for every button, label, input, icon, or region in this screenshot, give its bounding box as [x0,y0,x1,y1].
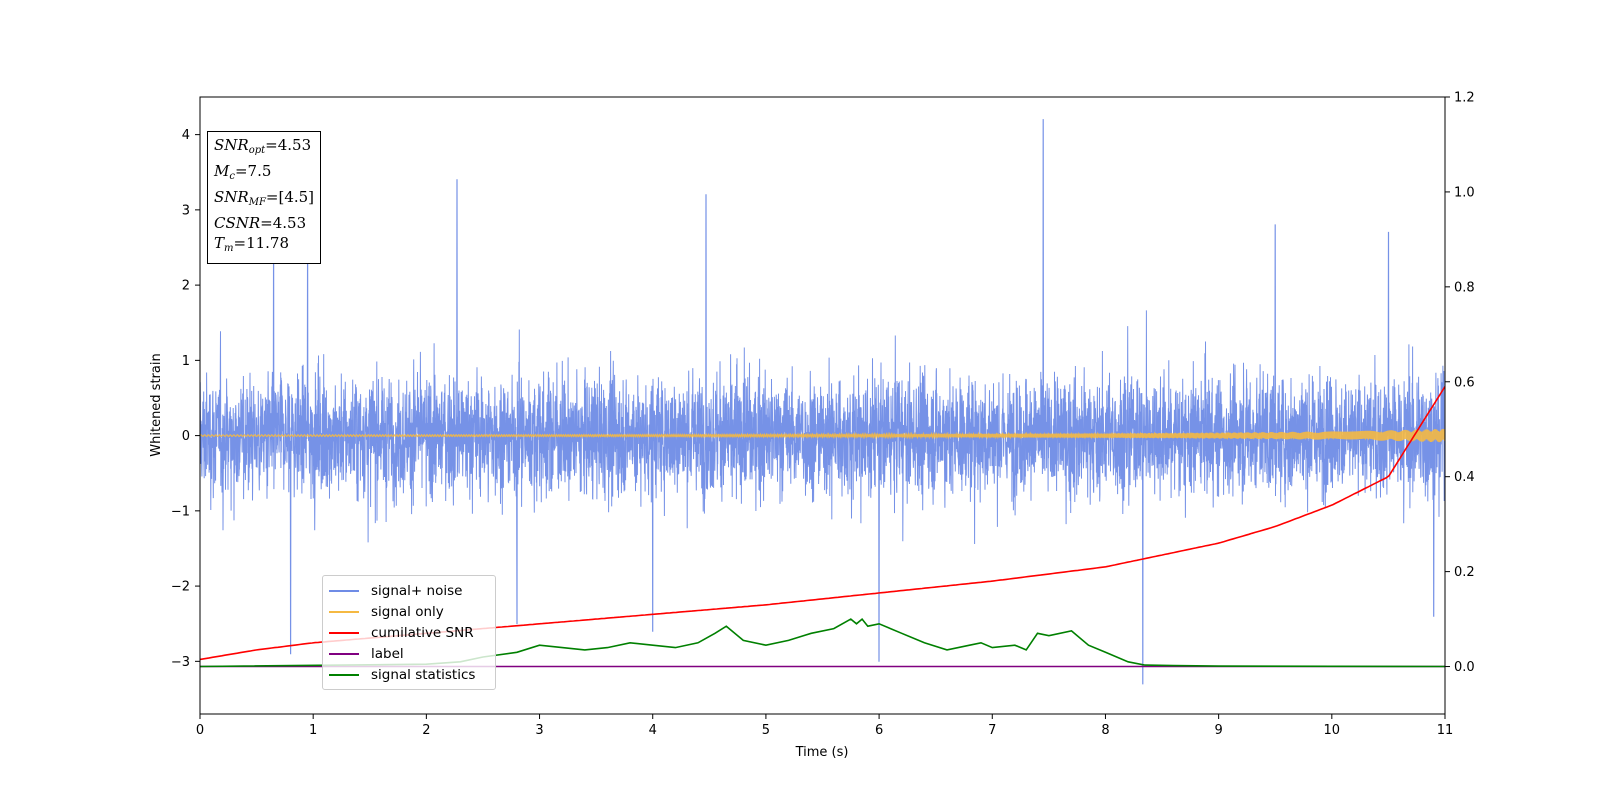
y-axis-ticks: −3 −2 −1 0 1 2 3 4 [171,128,200,670]
signal-noise-series [200,119,1445,685]
y2-tick-label: 0.8 [1454,280,1475,295]
y-tick-label: −1 [171,504,190,519]
csnr-line: CSNR=4.53 [214,214,307,232]
y2-tick-label: 0.6 [1454,375,1475,390]
x-tick-label: 10 [1324,723,1341,738]
snr-mf-line: SNRMF=[4.5] [214,188,315,208]
y-tick-label: −3 [171,655,190,670]
legend-item-cumulative-snr: cumilative SNR [329,622,489,643]
y-axis-label: Whitened strain [149,353,164,456]
y-tick-label: 1 [182,354,190,369]
x-tick-label: 4 [649,723,657,738]
x-tick-label: 8 [1101,723,1109,738]
y-tick-label: −2 [171,580,190,595]
legend: signal+ noise signal only cumilative SNR… [322,575,496,690]
signal-only-series [200,428,1445,443]
x-tick-label: 1 [309,723,317,738]
y2-tick-label: 1.2 [1454,91,1475,106]
y-tick-label: 0 [182,429,190,444]
legend-item-signal-only: signal only [329,601,489,622]
merger-time-line: Tm=11.78 [214,234,290,254]
plot-frame [199,96,1446,715]
parameter-annotation-box: SNRopt=4.53 Mc=7.5 SNRMF=[4.5] CSNR=4.53… [207,131,322,264]
y2-tick-label: 1.0 [1454,185,1475,200]
y2-axis-ticks: 0.0 0.2 0.4 0.6 0.8 1.0 1.2 [1445,91,1475,675]
y2-tick-label: 0.2 [1454,565,1475,580]
y2-tick-label: 0.0 [1454,660,1475,675]
legend-item-signal-noise: signal+ noise [329,580,489,601]
signal-only-line [200,428,1445,443]
x-tick-label: 5 [762,723,770,738]
legend-item-signal-statistics: signal statistics [329,664,489,685]
signal-noise-line [200,119,1445,685]
y-tick-label: 2 [182,279,190,294]
y2-tick-label: 0.4 [1454,470,1475,485]
x-axis-label: Time (s) [795,745,849,760]
x-tick-label: 2 [422,723,430,738]
y-tick-label: 4 [182,128,190,143]
x-tick-label: 6 [875,723,883,738]
snr-opt-line: SNRopt=4.53 [214,136,312,156]
x-tick-label: 3 [535,723,543,738]
x-tick-label: 9 [1214,723,1222,738]
x-axis-ticks: 0 1 2 3 4 5 6 7 8 9 10 11 [196,714,1453,738]
x-tick-label: 11 [1437,723,1454,738]
signal-statistics-line [200,617,1445,668]
chirp-mass-line: Mc=7.5 [214,162,272,182]
x-tick-label: 0 [196,723,204,738]
x-tick-label: 7 [988,723,996,738]
legend-item-label: label [329,643,489,664]
y-tick-label: 3 [182,203,190,218]
